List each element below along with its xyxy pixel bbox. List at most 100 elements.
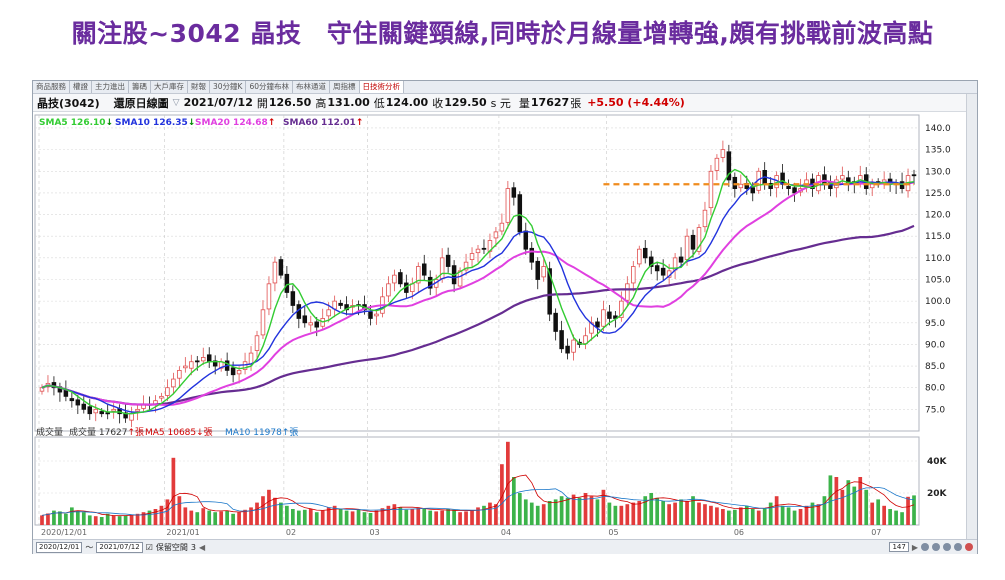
low-label: 低 (373, 96, 385, 110)
tab-1[interactable]: 權證 (70, 81, 92, 93)
volume-bar (661, 501, 666, 525)
price-change: +5.50 (+4.44%) (587, 96, 685, 109)
keep-space-checkbox-icon[interactable]: ☑ (145, 542, 153, 552)
volume-bar (601, 489, 606, 525)
sma60-line (41, 224, 915, 406)
zoom-out-icon[interactable] (932, 543, 940, 551)
volume-bar (189, 510, 194, 525)
volume-bar (81, 512, 86, 525)
candle-body (416, 266, 421, 284)
chart-mode-select[interactable]: 還原日線圖 (113, 96, 169, 110)
volume-bar (159, 505, 164, 525)
volume-bar (464, 511, 468, 525)
volume-bar (864, 489, 869, 525)
zoom-in-icon[interactable] (921, 543, 929, 551)
volume-bar (141, 512, 146, 525)
keep-space-value[interactable]: 3 (190, 542, 196, 552)
candle-body (642, 247, 648, 259)
volume-bar (308, 509, 313, 525)
candle-body (165, 387, 170, 396)
candle-body (517, 194, 523, 233)
volume-legend-arrow-2: ↓張 (196, 427, 213, 438)
candle-body (720, 149, 726, 158)
volume-bar (482, 505, 486, 525)
volume-bar (792, 510, 797, 525)
volume-bar (625, 504, 630, 525)
right-scrollbar[interactable] (966, 94, 977, 539)
price-tick-label: 100.0 (925, 297, 951, 307)
chart-window: 商品服務 權證 主力進出 籌碼 大戶庫存 財報 30分鐘K 60分鐘布林 布林通道 周指標 日技術分… (32, 80, 978, 554)
volume-bar (344, 510, 349, 525)
volume-bar (732, 509, 737, 525)
candle-body (786, 186, 791, 189)
volume-bar (553, 499, 558, 525)
candle-body (529, 247, 535, 263)
end-date-select[interactable]: 2021/07/12 (96, 541, 143, 553)
sma-legend-3: SMA60 112.01↑ (283, 118, 363, 128)
volume-tick-label: 40K (927, 457, 948, 467)
month-label: 2020/12/01 (41, 528, 87, 537)
volume-ma10-line (41, 486, 915, 516)
candle-body (338, 302, 343, 306)
volume-bar (679, 499, 683, 525)
volume-bar (840, 489, 845, 525)
quote-date: 2021/07/12 (183, 96, 253, 109)
price-tick-label: 90.0 (925, 340, 945, 350)
candle-body (559, 330, 564, 350)
price-tick-label: 80.0 (925, 384, 945, 394)
volume-bar (40, 515, 44, 525)
volume-bar (822, 496, 827, 525)
volume-bar (434, 511, 439, 525)
sma20-line (41, 179, 915, 407)
volume-bar (709, 505, 713, 525)
volume-bar (458, 512, 462, 525)
candle-body (260, 309, 266, 336)
volume-bar (380, 508, 385, 525)
volume-bar (756, 510, 761, 525)
volume-bar (798, 509, 803, 525)
scroll-right-icon[interactable]: ▶ (911, 542, 918, 552)
settings-icon[interactable] (954, 543, 962, 551)
volume-bar (350, 511, 355, 525)
dropdown-icon[interactable]: ▽ (172, 97, 180, 108)
volume-bar (673, 502, 677, 525)
volume-bar (559, 496, 564, 525)
candle-body (135, 408, 140, 412)
candle-body (601, 309, 606, 327)
tab-7[interactable]: 60分鐘布林 (246, 81, 294, 93)
candle-body (445, 254, 451, 267)
price-tick-label: 135.0 (925, 146, 951, 156)
reset-zoom-icon[interactable] (943, 543, 951, 551)
scroll-left-icon[interactable]: ◀ (198, 542, 206, 552)
camera-icon[interactable] (965, 543, 973, 551)
volume-bar (326, 507, 331, 525)
month-label: 07 (871, 528, 881, 537)
candle-body (123, 412, 128, 419)
tab-10[interactable]: 日技術分析 (359, 81, 405, 93)
volume-bar (816, 504, 821, 525)
candle-body (314, 321, 319, 328)
candle-body (750, 187, 755, 194)
tab-8[interactable]: 布林通道 (293, 81, 331, 93)
tab-3[interactable]: 籌碼 (129, 81, 151, 93)
tab-6[interactable]: 30分鐘K (210, 81, 247, 93)
candle-body (212, 360, 218, 367)
volume-bar (249, 507, 253, 525)
candle-body (344, 304, 349, 311)
volume-bar (834, 477, 839, 525)
tab-9[interactable]: 周指標 (330, 81, 360, 93)
start-date-select[interactable]: 2020/12/01 (36, 541, 83, 553)
candle-body (278, 259, 284, 276)
volume-bar (738, 507, 743, 525)
volume-bar (631, 502, 636, 525)
candle-body (595, 321, 600, 328)
tab-4[interactable]: 大戶庫存 (151, 81, 188, 93)
volume-bar (488, 502, 492, 525)
tab-2[interactable]: 主力進出 (92, 81, 129, 93)
stock-name: 晶技(3042) (37, 96, 100, 110)
volume-bar (476, 507, 480, 525)
tab-0[interactable]: 商品服務 (33, 81, 70, 93)
tab-5[interactable]: 財報 (188, 81, 210, 93)
candle-body (105, 412, 110, 415)
price-tick-label: 140.0 (925, 124, 951, 134)
